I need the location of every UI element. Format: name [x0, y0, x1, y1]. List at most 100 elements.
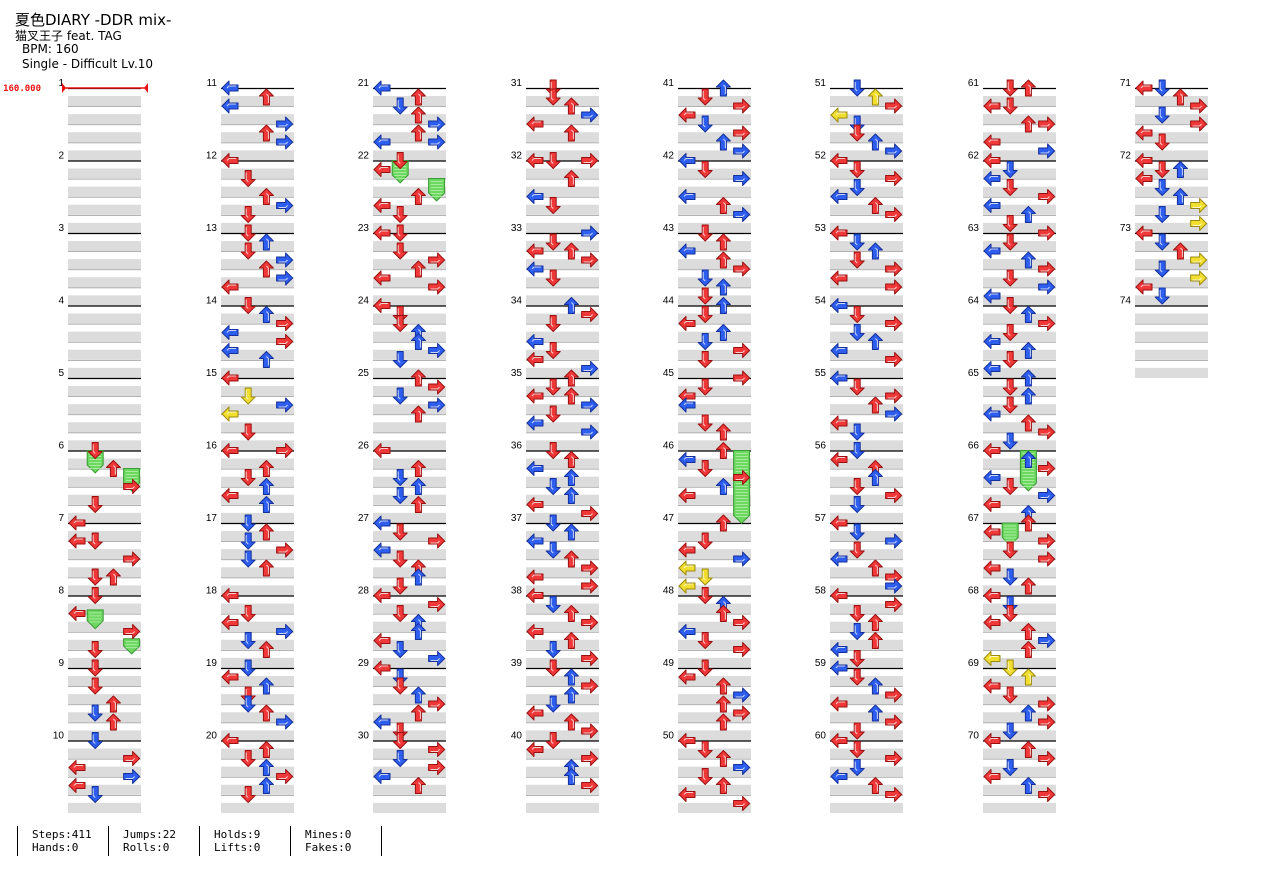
arrow-shape — [849, 541, 865, 559]
lane-gray-band — [373, 331, 446, 342]
lane-gray-band — [678, 748, 751, 759]
step-arrow-right — [428, 252, 446, 268]
arrow-shape — [849, 79, 865, 97]
lane-gray-band — [221, 114, 294, 125]
arrow-shape — [428, 742, 446, 757]
arrow-highlight — [226, 620, 236, 623]
lane-gray-band — [526, 712, 599, 723]
arrow-shape — [1038, 116, 1056, 132]
lane-gray-band — [373, 694, 446, 705]
measure-number: 19 — [206, 658, 218, 669]
step-arrow-left — [221, 406, 239, 422]
arrow-highlight — [73, 783, 83, 786]
step-arrow-right — [733, 642, 751, 657]
arrow-shape — [526, 569, 544, 585]
arrow-highlight — [245, 172, 249, 182]
lane-gray-band — [68, 549, 141, 560]
step-arrow-up — [410, 623, 426, 640]
arrow-shape — [678, 669, 696, 685]
arrow-highlight — [397, 100, 401, 110]
arrow-highlight — [245, 517, 249, 527]
step-arrow-right — [581, 778, 599, 793]
arrow-shape — [1038, 696, 1056, 712]
arrow-shape — [885, 406, 903, 422]
step-arrow-up — [1172, 188, 1188, 205]
lane-gray-band — [830, 730, 903, 741]
measure-number: 38 — [511, 586, 523, 597]
lane-gray-band — [221, 204, 294, 215]
step-arrow-down — [1002, 396, 1018, 414]
arrow-highlight — [583, 622, 593, 625]
arrow-highlight — [854, 254, 858, 264]
arrow-shape — [1002, 97, 1018, 115]
arrow-highlight — [92, 444, 96, 454]
arrow-shape — [545, 442, 561, 459]
arrow-highlight — [430, 386, 440, 390]
lane-gray-band — [830, 549, 903, 560]
arrow-highlight — [245, 208, 249, 218]
step-arrow-up — [410, 369, 426, 387]
step-arrow-right — [276, 116, 294, 132]
step-arrow-down — [87, 786, 103, 803]
lane-gray-band — [526, 549, 599, 560]
arrow-highlight — [683, 547, 693, 551]
arrow-shape — [867, 396, 883, 414]
arrow-highlight — [245, 752, 249, 762]
step-arrow-right — [123, 479, 141, 494]
measure-4: 4 — [58, 296, 141, 378]
measure-number: 5 — [58, 368, 64, 379]
step-arrow-left — [678, 243, 696, 259]
step-arrow-up — [563, 632, 579, 649]
arrow-shape — [581, 778, 599, 793]
arrow-shape — [392, 152, 408, 169]
arrow-highlight — [583, 160, 593, 163]
step-arrow-down — [1002, 759, 1018, 776]
lane-gray-band — [68, 694, 141, 705]
arrow-highlight — [1028, 456, 1031, 466]
arrow-shape — [733, 207, 751, 222]
lane-gray-band — [830, 404, 903, 415]
step-arrow-right — [885, 171, 903, 186]
step-arrow-up — [563, 487, 579, 504]
measure-number: 43 — [663, 223, 675, 234]
arrow-highlight — [226, 738, 236, 741]
arrow-highlight — [583, 658, 593, 661]
arrow-highlight — [397, 526, 401, 536]
arrow-shape — [733, 760, 751, 775]
lane-gray-band — [678, 313, 751, 324]
step-arrow-up — [258, 233, 274, 251]
arrow-highlight — [397, 317, 401, 327]
lane-gray-band — [68, 639, 141, 650]
lane-gray-band — [678, 476, 751, 487]
step-arrow-right — [581, 397, 599, 413]
arrow-shape — [715, 79, 731, 97]
measure-number: 39 — [511, 658, 523, 669]
arrow-shape — [678, 397, 696, 413]
lane-gray-band — [983, 331, 1056, 342]
step-arrow-left — [68, 606, 86, 621]
step-arrow-left — [1135, 279, 1153, 295]
arrow-shape — [68, 778, 86, 793]
measure-number: 10 — [53, 731, 65, 742]
arrow-highlight — [1007, 163, 1011, 173]
arrow-highlight — [1007, 326, 1011, 336]
arrow-shape — [410, 124, 426, 142]
arrow-highlight — [1028, 746, 1031, 756]
lane-gray-band — [68, 458, 141, 469]
arrow-shape — [373, 270, 391, 286]
arrow-shape — [258, 523, 274, 541]
arrow-shape — [526, 742, 544, 757]
arrow-shape — [697, 460, 713, 477]
lane-gray-band — [373, 96, 446, 107]
arrow-shape — [1154, 179, 1170, 196]
step-arrow-left — [221, 325, 239, 340]
arrow-highlight — [1028, 84, 1031, 94]
arrow-highlight — [245, 390, 249, 400]
step-arrow-up — [715, 777, 731, 794]
bpm-marker-left — [62, 83, 66, 93]
lane-gray-band — [983, 621, 1056, 632]
arrow-highlight — [571, 673, 574, 683]
lane-gray-band — [221, 404, 294, 415]
lane-gray-band — [830, 386, 903, 397]
arrow-shape — [1135, 225, 1153, 241]
